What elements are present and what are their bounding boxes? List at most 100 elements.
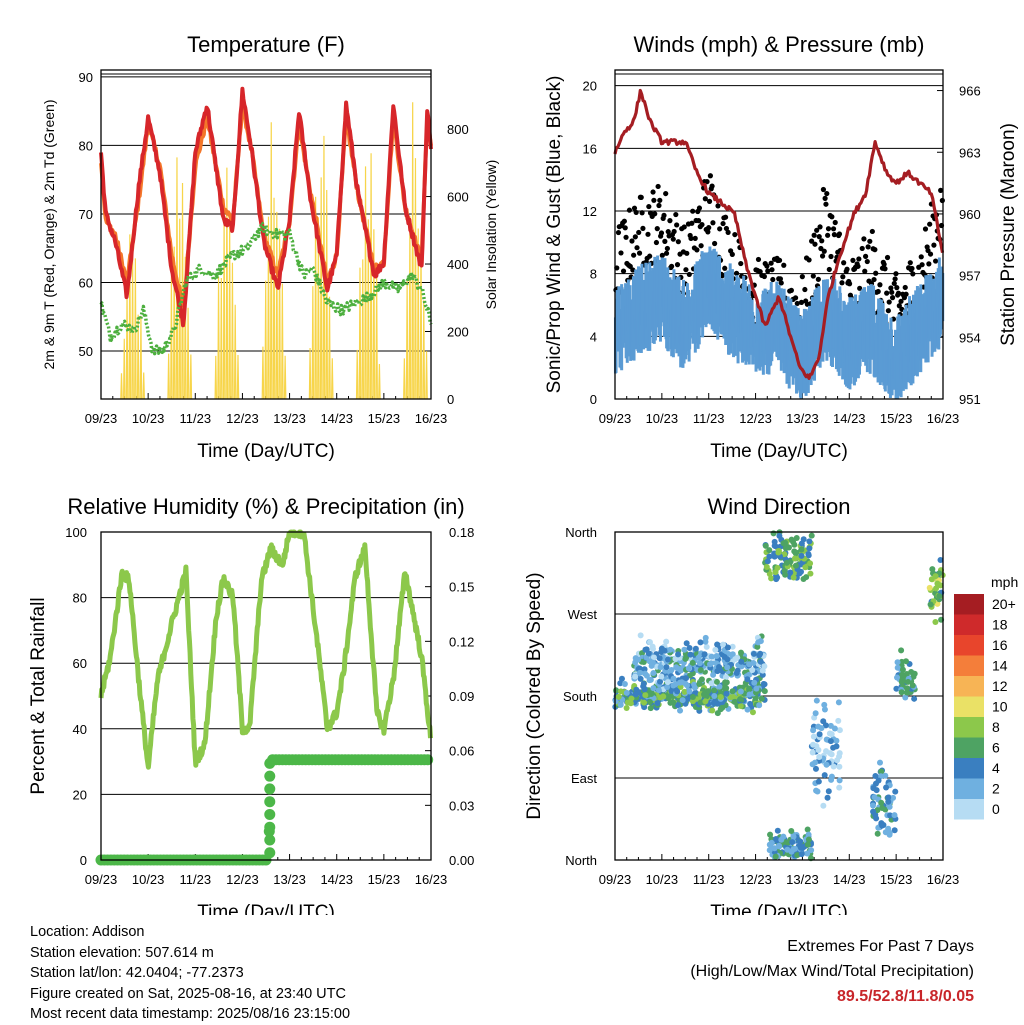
wind-direction-point: [882, 772, 889, 779]
gust-point: [884, 254, 891, 261]
wind-direction-point: [788, 848, 795, 855]
wind-direction-point: [806, 545, 813, 552]
pressure-line: [613, 88, 945, 380]
gust-point: [830, 226, 837, 232]
gust-point: [867, 238, 873, 244]
gust-point: [618, 250, 624, 256]
solar-insolation-trace: [236, 354, 240, 400]
solar-insolation-trace: [319, 177, 323, 400]
gust-point: [631, 252, 637, 258]
wind-direction-point: [875, 777, 882, 784]
solar-insolation-trace: [231, 262, 234, 400]
wind-direction-point: [685, 665, 692, 672]
gust-point: [841, 260, 847, 266]
solar-insolation-trace: [167, 353, 170, 400]
solar-insolation-trace: [233, 304, 237, 400]
solar-insolation-trace: [136, 314, 140, 400]
gust-point: [705, 229, 711, 235]
wind-direction-point: [894, 659, 901, 666]
x-tick-label: 09/23: [85, 872, 118, 887]
wind-direction-point: [898, 647, 905, 654]
station-latlon: Station lat/lon: 42.0404; -77.2373: [30, 965, 244, 981]
gust-point: [631, 205, 638, 211]
wind-direction-point: [615, 693, 622, 700]
gust-point: [651, 197, 657, 203]
precip-point: [264, 808, 276, 820]
wind-direction-point: [747, 700, 754, 707]
y2-tick-label: 954: [959, 330, 981, 345]
y-tick-label: 40: [73, 722, 87, 737]
precip-point: [264, 757, 276, 769]
y-tick-label: North: [565, 853, 597, 868]
gust-point: [802, 286, 808, 293]
gust-point: [832, 219, 838, 226]
y-tick-label: 50: [79, 344, 93, 359]
y2-tick-label: 800: [447, 122, 469, 137]
gust-point: [696, 205, 703, 211]
wind-direction-point: [714, 641, 721, 648]
wind-direction-point: [835, 699, 842, 706]
wind-direction-point: [647, 705, 654, 712]
wind-direction-point: [766, 553, 773, 560]
gust-point: [765, 268, 771, 274]
wind-direction-point: [812, 765, 819, 772]
x-tick-label: 16/23: [415, 411, 448, 426]
gust-point: [627, 263, 633, 269]
plot-border: [100, 69, 432, 400]
solar-insolation-trace: [278, 228, 281, 400]
figure-created: Figure created on Sat, 2025-08-16, at 23…: [30, 985, 346, 1002]
gust-point: [768, 260, 774, 266]
solar-insolation-trace: [408, 215, 412, 400]
wind-direction-point: [797, 838, 804, 845]
y-tick-label: 0: [80, 853, 87, 868]
legend-swatch: [954, 614, 984, 635]
wind-direction-point: [683, 640, 690, 647]
wind-direction-point: [663, 664, 670, 671]
gust-point: [825, 226, 832, 232]
wind-direction-point: [816, 731, 823, 738]
wind-direction-point: [734, 654, 741, 661]
wind-direction-point: [623, 689, 630, 696]
wind-direction-point: [808, 847, 815, 854]
legend-swatch: [954, 594, 984, 615]
speed-legend: mph 20+ 18 16 14 12 10 8 6 4 2 0: [954, 574, 1018, 820]
dewpoint-2m-line: [99, 221, 433, 356]
gust-point: [707, 173, 714, 179]
solar-insolation-trace: [308, 348, 312, 400]
gust-point: [889, 289, 895, 295]
wind-direction-point: [706, 661, 713, 668]
precip-point: [264, 770, 276, 782]
gust-point: [839, 280, 845, 286]
gust-point: [729, 251, 735, 257]
wind-direction-point: [827, 722, 834, 729]
y2-tick-label: 200: [447, 325, 469, 340]
wind-direction-point: [808, 532, 815, 539]
legend-swatch: [954, 696, 984, 717]
solar-insolation-trace: [269, 122, 273, 400]
gust-point: [777, 276, 784, 282]
wind-direction-point: [770, 530, 777, 537]
wind-direction-point: [658, 673, 665, 680]
gust-point: [788, 287, 794, 293]
x-tick-label: 12/23: [226, 411, 259, 426]
gust-point: [888, 285, 894, 291]
wind-direction-point: [762, 542, 769, 549]
wind-direction-point: [799, 844, 806, 851]
wind-direction-point: [771, 542, 778, 549]
solar-insolation-trace: [314, 196, 317, 400]
y-tick-label: 20: [583, 79, 597, 94]
wind-direction-point: [689, 698, 696, 705]
wind-direction-point: [830, 763, 837, 770]
wind-direction-point: [664, 656, 671, 663]
gust-point: [869, 228, 875, 235]
wind-direction-point: [878, 768, 885, 775]
wind-direction-point: [642, 670, 649, 677]
x-tick-label: 16/23: [927, 411, 960, 426]
wind-direction-point: [772, 853, 779, 860]
y-tick-label: West: [568, 607, 598, 622]
gust-point: [893, 271, 899, 277]
x-axis-label: Time (Day/UTC): [710, 902, 848, 915]
wind-direction-point: [733, 669, 740, 676]
gust-point: [681, 224, 687, 230]
wind-direction-point: [932, 618, 939, 625]
